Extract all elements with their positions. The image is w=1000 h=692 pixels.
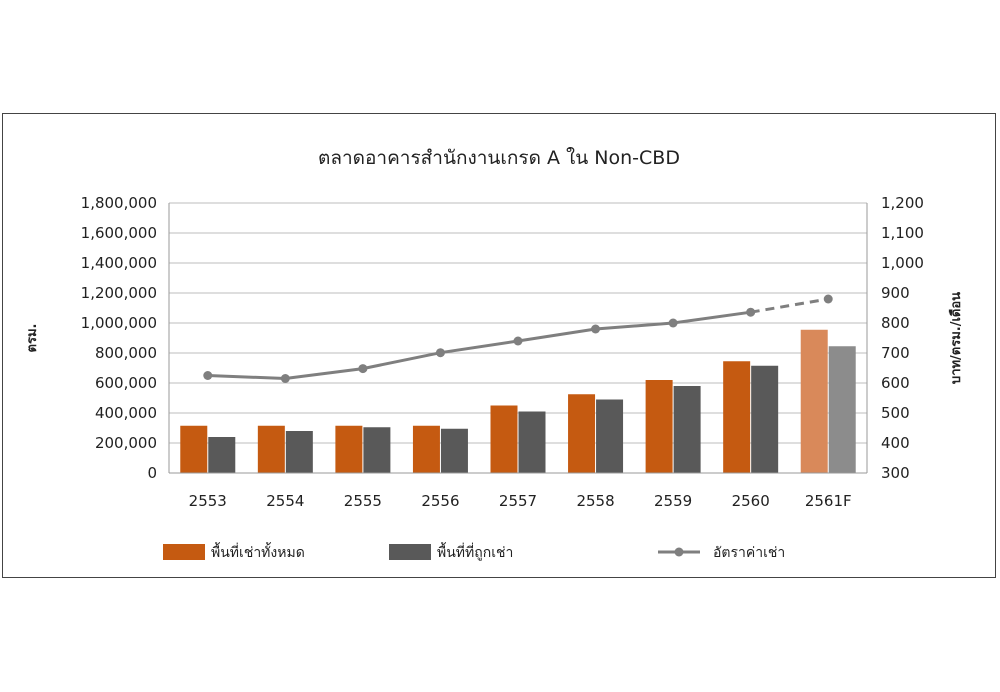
total-space-bar [800, 329, 828, 473]
y-tick-label: 600,000 [95, 374, 157, 392]
y-tick-label: 0 [147, 464, 157, 482]
y-tick-label: 1,000,000 [81, 314, 157, 332]
occupied-space-bar [208, 437, 236, 473]
rent-point [823, 294, 833, 304]
total-space-bar [335, 425, 363, 473]
rent-point [513, 336, 523, 346]
y-tick-label: 200,000 [95, 434, 157, 452]
total-space-bar [412, 425, 440, 473]
y2-tick-label: 1,100 [881, 224, 924, 242]
chart-canvas: ตลาดอาคารสำนักงานเกรด A ใน Non-CBD 0 200,… [25, 147, 964, 561]
legend: พื้นที่เช่าทั้งหมด พื้นที่ที่ถูกเช่า อัตรา… [163, 542, 785, 561]
y-tick-label: 1,400,000 [81, 254, 157, 272]
y-tick-label: 1,200,000 [81, 284, 157, 302]
chart-frame: ตลาดอาคารสำนักงานเกรด A ใน Non-CBD 0 200,… [2, 113, 996, 578]
occupied-space-bar [440, 428, 468, 473]
legend-label-rent: อัตราค่าเช่า [713, 545, 785, 561]
x-tick-label: 2557 [499, 492, 537, 510]
legend-label-occupied: พื้นที่ที่ถูกเช่า [437, 542, 513, 561]
y-tick-label: 400,000 [95, 404, 157, 422]
rent-line-solid [207, 310, 751, 381]
legend-swatch-total [163, 544, 205, 560]
rent-line [203, 294, 833, 383]
y2-tick-label: 500 [881, 404, 910, 422]
y2-tick-label: 800 [881, 314, 910, 332]
occupied-space-bar [673, 386, 701, 473]
rent-point [280, 374, 290, 383]
rent-point [435, 348, 445, 358]
y2-tick-label: 1,000 [881, 254, 924, 272]
rent-point [591, 324, 601, 334]
x-tick-label: 2556 [421, 492, 459, 510]
occupied-space-bar [518, 411, 546, 473]
y-axis-title: ตรม. [25, 324, 40, 353]
axes: 0 200,000 400,000 600,000 800,000 1,000,000 1,… [25, 194, 964, 510]
rent-point [746, 307, 756, 317]
y2-tick-label: 700 [881, 344, 910, 362]
total-space-bar [490, 405, 518, 473]
occupied-space-bar [363, 427, 391, 473]
y2-axis-title: บาท/ตรม./เดือน [948, 292, 964, 384]
y2-tick-label: 900 [881, 284, 910, 302]
total-space-bar [723, 361, 751, 473]
bars [180, 329, 856, 473]
x-tick-label: 2558 [576, 492, 614, 510]
y2-tick-label: 600 [881, 374, 910, 392]
y-tick-label: 800,000 [95, 344, 157, 362]
chart-title: ตลาดอาคารสำนักงานเกรด A ใน Non-CBD [318, 147, 680, 169]
x-tick-label: 2554 [266, 492, 304, 510]
rent-point [358, 364, 368, 374]
legend-swatch-occupied [389, 544, 431, 560]
rent-point [203, 371, 213, 380]
y2-tick-label: 300 [881, 464, 910, 482]
y-tick-label: 1,800,000 [81, 194, 157, 212]
x-tick-label: 2561F [805, 492, 852, 510]
occupied-space-bar [828, 346, 856, 473]
total-space-bar [257, 425, 285, 473]
legend-label-total: พื้นที่เช่าทั้งหมด [211, 542, 305, 561]
rent-point [668, 318, 678, 328]
rent-line-forecast [750, 297, 829, 314]
total-space-bar [180, 425, 208, 473]
occupied-space-bar [285, 431, 313, 473]
occupied-space-bar [596, 399, 624, 473]
occupied-space-bar [751, 365, 779, 473]
total-space-bar [645, 380, 673, 473]
y-tick-label: 1,600,000 [81, 224, 157, 242]
x-tick-label: 2555 [344, 492, 382, 510]
y2-tick-label: 1,200 [881, 194, 924, 212]
x-tick-label: 2560 [732, 492, 770, 510]
x-tick-label: 2559 [654, 492, 692, 510]
legend-swatch-rent-point [674, 547, 684, 557]
total-space-bar [568, 394, 596, 473]
y2-tick-label: 400 [881, 434, 910, 452]
x-tick-label: 2553 [189, 492, 227, 510]
